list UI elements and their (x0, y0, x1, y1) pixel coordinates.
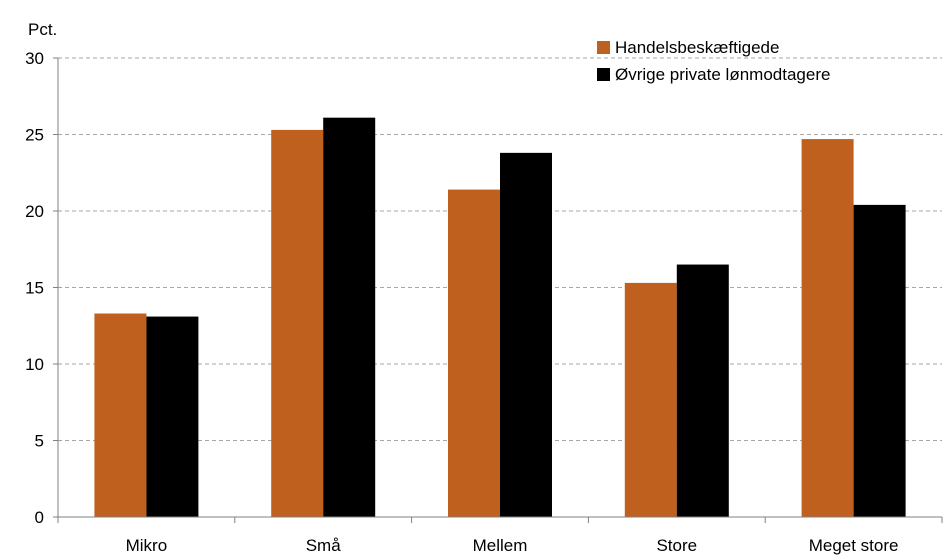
y-tick-label: 15 (25, 279, 44, 298)
x-tick-label: Mellem (473, 536, 528, 555)
legend-swatch-oevrige-private (597, 68, 610, 81)
y-tick-label: 30 (25, 49, 44, 68)
x-tick-label: Små (306, 536, 342, 555)
bar-handelsbeskaeftigede-1 (271, 129, 324, 517)
bar-oevrige-private-4 (853, 204, 906, 517)
legend-label-handelsbeskaeftigede: Handelsbeskæftigede (615, 38, 779, 57)
bar-handelsbeskaeftigede-0 (94, 313, 147, 517)
y-tick-label: 10 (25, 355, 44, 374)
bar-oevrige-private-1 (323, 117, 376, 518)
axes (57, 58, 942, 518)
bar-handelsbeskaeftigede-2 (448, 189, 500, 517)
y-axis-ticks: 0 5 10 15 20 25 30 (25, 49, 58, 527)
bar-oevrige-private-0 (146, 316, 199, 517)
legend-swatch-handelsbeskaeftigede (597, 41, 610, 54)
legend: Handelsbeskæftigede Øvrige private lønmo… (597, 38, 830, 84)
bar-oevrige-private-3 (676, 264, 729, 517)
legend-label-oevrige-private: Øvrige private lønmodtagere (615, 65, 830, 84)
y-tick-label: 0 (35, 508, 44, 527)
y-tick-label: 25 (25, 126, 44, 145)
bar-handelsbeskaeftigede-4 (801, 139, 854, 517)
bar-oevrige-private-2 (500, 152, 552, 518)
bar-handelsbeskaeftigede-3 (624, 282, 677, 517)
x-tick-label: Store (656, 536, 697, 555)
x-tick-label: Meget store (809, 536, 899, 555)
x-tick-label: Mikro (126, 536, 168, 555)
y-tick-label: 20 (25, 202, 44, 221)
x-axis-ticks: Mikro Små Mellem Store Meget store (57, 517, 943, 555)
bars (94, 117, 906, 518)
y-axis-label: Pct. (28, 20, 57, 39)
y-tick-label: 5 (35, 432, 44, 451)
